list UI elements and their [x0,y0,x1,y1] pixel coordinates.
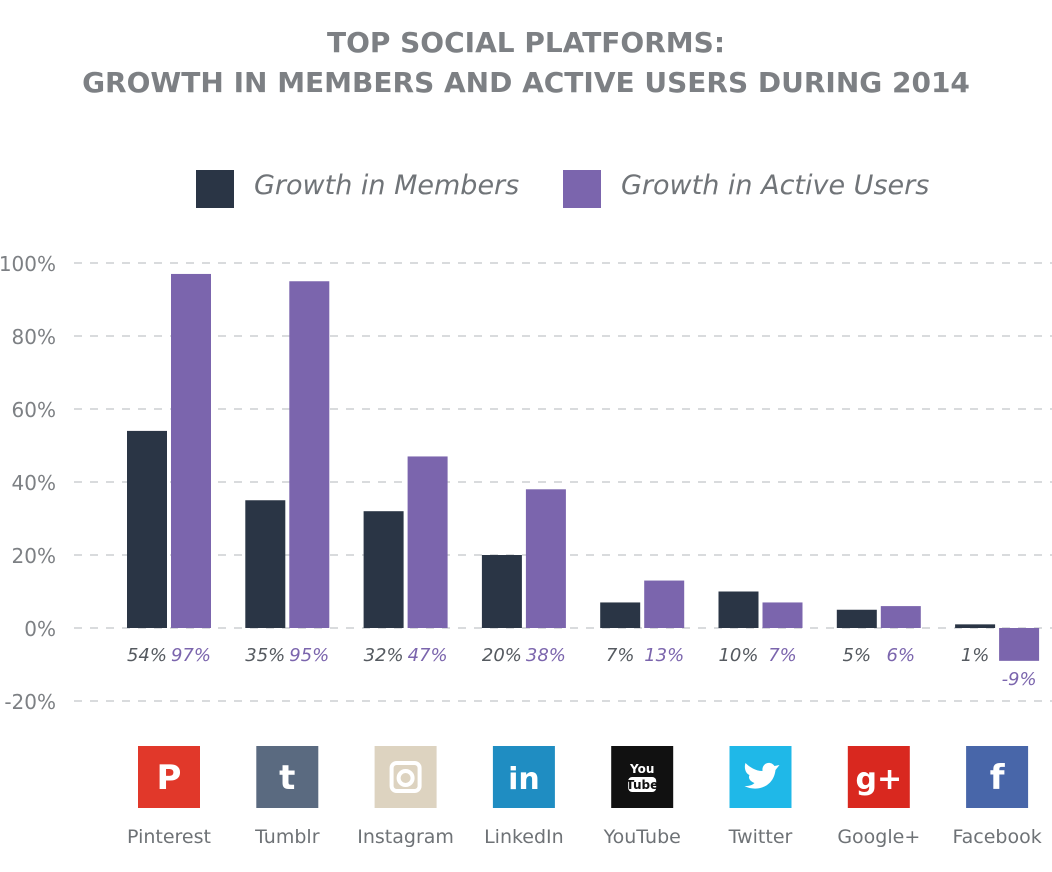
category-label: Twitter [728,826,793,848]
chart-title-line1: TOP SOCIAL PLATFORMS: [326,26,726,59]
icon-tile [492,746,555,808]
legend-label-active: Growth in Active Users [621,170,930,201]
category-label: Facebook [952,826,1041,848]
youtube-icon: You Tube [611,746,674,808]
instagram-lens [396,769,415,787]
category-label: LinkedIn [484,826,564,848]
data-label-active: 47% [408,645,448,666]
icon-glyph: P [157,758,182,798]
y-tick-label: 0% [24,617,56,641]
y-tick-label: 100% [0,252,56,276]
icon-glyph: f [990,758,1006,798]
bar-active [762,602,803,628]
data-label-members: 7% [606,645,635,666]
data-label-active: 6% [887,645,916,666]
twitter-icon [729,746,792,808]
data-label-members: 32% [364,645,404,666]
category-label: Google+ [837,826,920,848]
bar-members [718,591,759,628]
facebook-icon: f [966,746,1029,808]
icon-tile [374,746,437,808]
icon-tile [966,746,1029,808]
bar-members [955,624,996,628]
y-tick-label: 80% [12,325,56,349]
bar-members [836,609,877,628]
data-label-members: 20% [482,645,522,666]
data-label-active: 97% [171,645,211,666]
googleplus-icon: g+ [847,746,910,808]
y-tick-label: -20% [4,690,56,714]
linkedin-icon: in [492,746,555,808]
bar-active [407,456,448,628]
twitter-bird [744,762,780,789]
icon-glyph: in [508,762,540,797]
data-label-active: 95% [289,645,329,666]
bar-members [481,555,522,628]
data-label-members: 54% [127,645,167,666]
data-label-members: 35% [245,645,285,666]
bar-active [999,628,1040,661]
bar-members [363,511,404,628]
icon-glyph: Tube [626,778,658,792]
pinterest-icon: P [138,746,200,808]
instagram-icon [374,746,437,808]
category-label: YouTube [603,826,681,848]
y-tick-label: 60% [12,398,56,422]
bar-active [289,281,330,628]
data-label-active: 13% [644,645,684,666]
chart-title-line2: GROWTH IN MEMBERS AND ACTIVE USERS DURIN… [82,66,970,99]
instagram-frame [389,761,422,793]
bar-active [525,489,566,628]
bar-members [127,430,167,628]
icon-glyph: g+ [855,762,902,797]
data-label-members: 1% [961,645,990,666]
legend-swatch-members [196,170,234,208]
icon-tile [138,746,200,808]
y-tick-label: 40% [12,471,56,495]
category-label: Instagram [357,826,454,848]
bar-active [644,580,685,628]
legend-label-members: Growth in Members [254,170,520,201]
data-label-active: 7% [768,645,797,666]
tumblr-icon: t [256,746,319,808]
bar-members [245,500,286,628]
category-label: Pinterest [127,826,211,848]
legend-swatch-active [563,170,601,208]
icon-tile [256,746,319,808]
icon-tile [847,746,910,808]
data-label-active: -9% [1002,669,1037,690]
bar-active [171,273,211,628]
y-tick-label: 20% [12,544,56,568]
data-label-members: 10% [718,645,758,666]
bar-members [600,602,641,628]
category-label: Tumblr [254,826,320,848]
data-label-active: 38% [526,645,566,666]
icon-glyph: t [279,758,295,798]
data-label-members: 5% [843,645,872,666]
bar-active [880,606,921,628]
youtube-tube-box [628,777,657,792]
icon-glyph: You [629,762,654,776]
